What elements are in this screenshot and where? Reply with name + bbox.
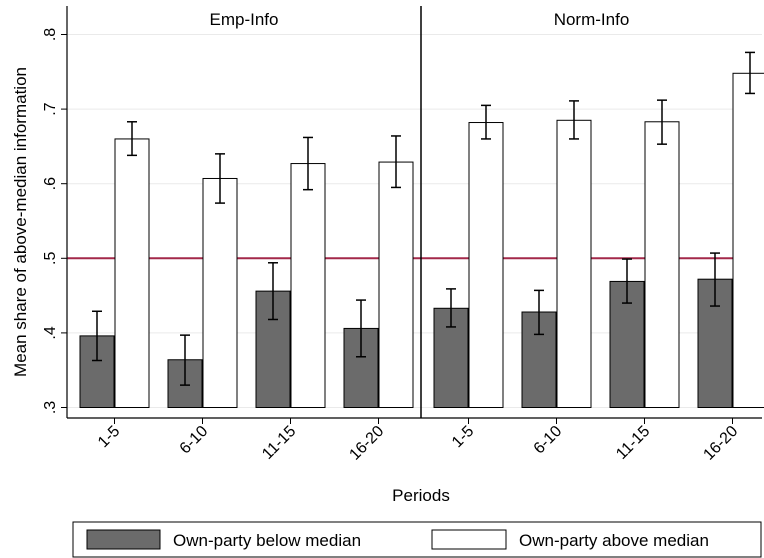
bar-above-median <box>644 121 680 408</box>
y-axis-ticks: .3 .4 .5 .6 .7 .8 <box>42 28 67 414</box>
y-axis-label: Mean share of above-median information <box>11 67 30 377</box>
legend: Own-party below median Own-party above m… <box>72 521 762 558</box>
bar-above-median <box>556 119 592 408</box>
x-tick-label: 6-10 <box>531 423 566 458</box>
y-tick-label: .3 <box>42 401 59 414</box>
bar-above-median <box>468 122 504 408</box>
bar-below-median <box>343 327 379 409</box>
x-tick-label: 16-20 <box>346 423 387 464</box>
bar-above-median <box>290 163 326 408</box>
y-tick-label: .6 <box>42 177 59 190</box>
x-axis-label: Periods <box>392 486 450 505</box>
y-tick-label: .8 <box>42 28 59 41</box>
x-tick-label: 1-5 <box>449 423 477 451</box>
plot-frame <box>66 6 762 419</box>
x-tick-label: 6-10 <box>177 423 212 458</box>
y-tick-label: .7 <box>42 102 59 115</box>
legend-label-above: Own-party above median <box>519 531 709 550</box>
panel-title: Emp-Info <box>210 10 279 29</box>
legend-swatch-below <box>86 529 161 550</box>
x-axis-ticks: 1-5 6-10 11-15 16-20 1-5 6-10 11-15 16-20 <box>95 418 741 464</box>
bar-above-median <box>732 72 764 409</box>
panel-title: Norm-Info <box>554 10 630 29</box>
legend-label-below: Own-party below median <box>173 531 361 550</box>
x-tick-label: 11-15 <box>613 423 653 463</box>
bar-above-median <box>378 161 414 408</box>
panel-titles: Emp-Info Norm-Info <box>210 10 630 29</box>
error-bars <box>92 51 755 386</box>
x-tick-label: 11-15 <box>259 423 299 463</box>
legend-swatch-above <box>431 529 507 550</box>
y-tick-label: .5 <box>42 252 59 265</box>
bar-above-median <box>114 138 150 408</box>
x-tick-label: 16-20 <box>700 423 741 464</box>
x-tick-label: 1-5 <box>95 423 123 451</box>
bar-above-median <box>202 177 238 408</box>
legend-box <box>72 521 762 558</box>
y-tick-label: .4 <box>42 326 59 339</box>
